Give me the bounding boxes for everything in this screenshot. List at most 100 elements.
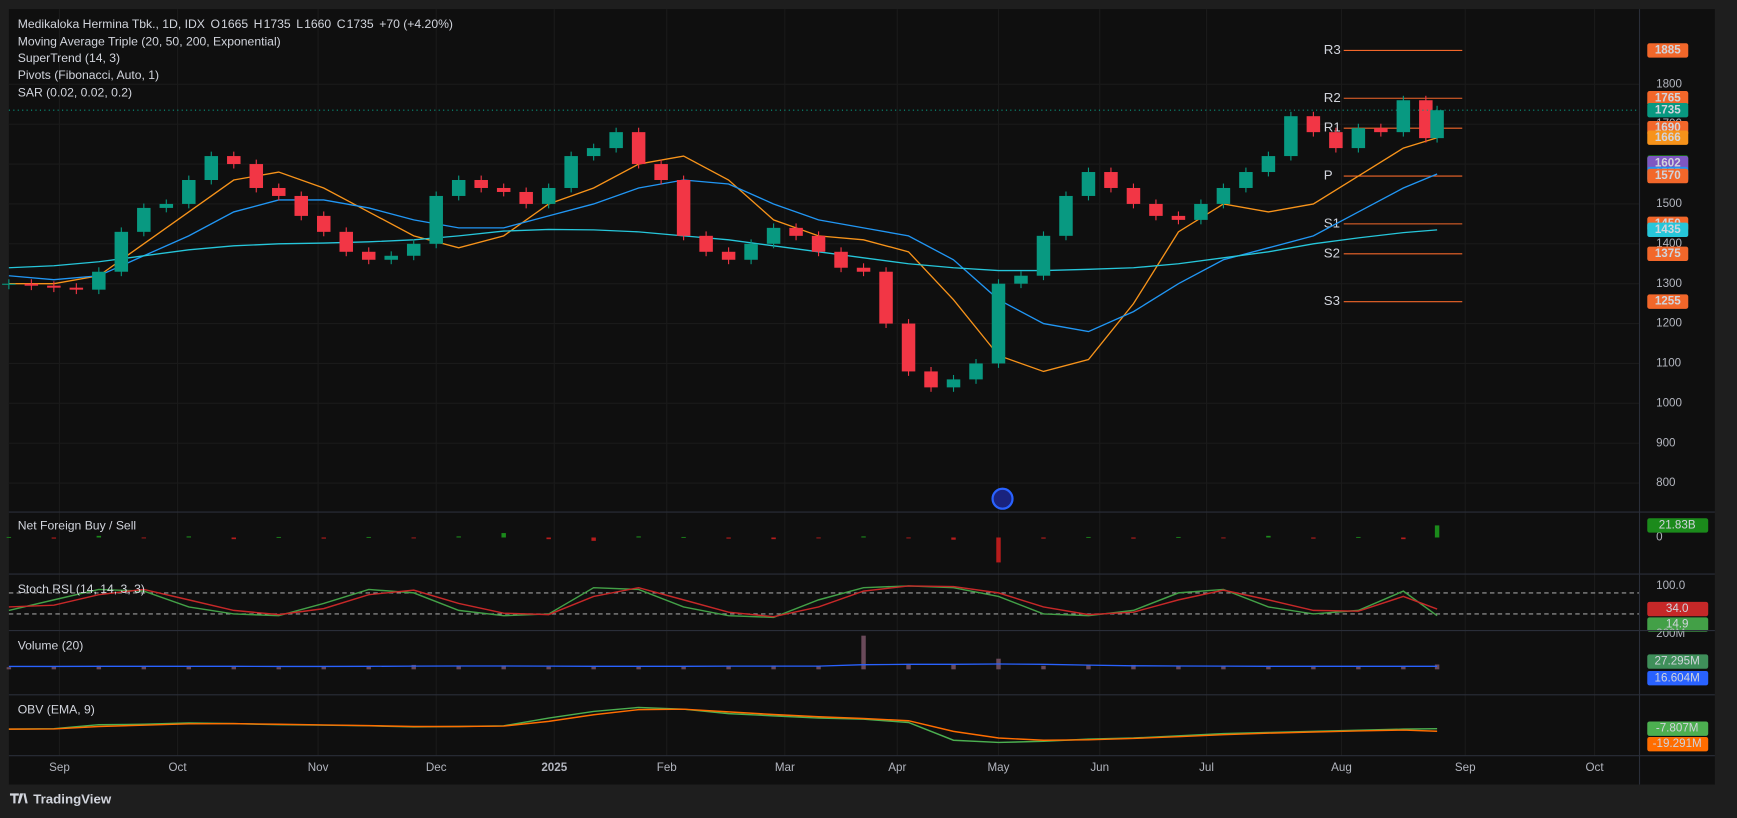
y-tick-label: 1200 xyxy=(1656,317,1682,330)
x-tick-label: May xyxy=(988,761,1010,774)
volume-bar xyxy=(6,667,12,670)
x-tick-label: Jul xyxy=(1199,761,1214,774)
indicator-legend: Pivots (Fibonacci, Auto, 1) xyxy=(18,68,159,82)
indicator-line xyxy=(8,708,1438,741)
value-label: 14.9 xyxy=(1666,618,1689,631)
value-label: -7.807M xyxy=(1656,722,1699,735)
price-label-box xyxy=(1647,168,1689,184)
candle-body xyxy=(249,164,264,188)
bar xyxy=(186,536,192,538)
volume-bar xyxy=(366,666,371,670)
candle-body xyxy=(316,215,331,232)
candle-body xyxy=(1239,172,1253,188)
volume-bar xyxy=(276,667,281,670)
pivot-label: S1 xyxy=(1324,215,1340,230)
x-tick-label: Mar xyxy=(775,761,795,774)
candle-body xyxy=(159,203,174,208)
price-label: 1375 xyxy=(1655,247,1681,260)
candle-body xyxy=(384,255,398,260)
candle-body xyxy=(496,187,511,192)
volume-bar xyxy=(1041,665,1046,670)
volume-bar xyxy=(321,666,326,670)
bar xyxy=(501,533,506,538)
candle-body xyxy=(654,164,668,180)
volume-bar xyxy=(1086,665,1091,670)
candle-body xyxy=(272,187,286,196)
volume-bar xyxy=(861,635,866,670)
bar xyxy=(1086,536,1091,538)
candle-body xyxy=(744,243,758,260)
ohlc-label: O xyxy=(210,17,219,31)
y-tick-label: 1100 xyxy=(1656,357,1682,370)
price-label: 1602 xyxy=(1655,156,1681,169)
bar xyxy=(141,537,147,539)
ohlc-legend: O 1665 H 1735 L 1660 C 1735 +70 (+4.20%) xyxy=(210,17,453,31)
bar xyxy=(1401,537,1406,540)
moving-average-line xyxy=(8,137,1438,373)
bar xyxy=(771,537,776,540)
x-tick-label: Dec xyxy=(426,761,447,774)
volume-bar xyxy=(591,666,596,670)
candle-body xyxy=(699,235,713,252)
candle-body xyxy=(1104,172,1118,188)
indicator-line xyxy=(8,585,1438,619)
candle-body xyxy=(946,379,961,388)
indicator-legend: SAR (0.02, 0.02, 0.2) xyxy=(18,86,132,100)
bar xyxy=(726,537,731,539)
value-label: 16.604M xyxy=(1655,671,1700,684)
candle-body xyxy=(811,235,826,252)
candle-body xyxy=(204,156,219,180)
volume-bar xyxy=(636,666,641,670)
x-tick-label: Jun xyxy=(1090,761,1109,774)
candle-body xyxy=(856,267,871,272)
indicator-line xyxy=(8,585,1438,618)
bar xyxy=(1266,535,1271,538)
brand[interactable]: TradingView xyxy=(9,792,112,807)
bar xyxy=(1434,525,1440,538)
candle-body xyxy=(1374,128,1388,133)
price-label: 1570 xyxy=(1655,169,1681,182)
candle-body xyxy=(1396,100,1411,133)
y-tick-label: 1800 xyxy=(1656,77,1682,90)
y-tick-label: 200M xyxy=(1656,627,1685,640)
bar xyxy=(906,537,911,539)
candle-body xyxy=(1036,235,1051,276)
candle-body xyxy=(676,179,691,236)
value-label: 27.295M xyxy=(1655,655,1700,668)
ohlc-value: 1735 xyxy=(347,17,374,31)
layers: Sep Oct Nov Dec 2025 Feb Mar Apr May Jun Jul Aug Sep… xyxy=(2,42,1709,774)
candle-body xyxy=(766,227,781,244)
x-tick-label: Apr xyxy=(888,761,906,774)
volume-bar xyxy=(1176,665,1181,670)
volume-bar xyxy=(1131,664,1136,670)
brand-logo xyxy=(9,793,28,804)
y-tick-label: 1000 xyxy=(1656,396,1682,409)
price-label-box xyxy=(1647,246,1689,261)
price-label: 1666 xyxy=(1655,131,1681,144)
symbol: Medikaloka Hermina Tbk., 1D, IDX xyxy=(18,17,205,31)
x-tick-label: Sep xyxy=(49,761,70,774)
candle-body xyxy=(1126,187,1141,204)
price-label-box xyxy=(1647,222,1689,238)
value-label-box xyxy=(1647,670,1709,686)
candle-body xyxy=(137,207,151,232)
volume-bar xyxy=(681,666,686,670)
candle-body xyxy=(1194,203,1208,220)
candle-body xyxy=(182,179,196,204)
volume-bar xyxy=(1356,666,1361,670)
event-marker[interactable] xyxy=(991,487,1014,510)
candle-body xyxy=(901,323,916,372)
ohlc-value: 1665 xyxy=(221,17,248,31)
candle-body xyxy=(1430,110,1444,139)
value-label: 21.83B xyxy=(1659,518,1696,531)
volume-ma-line xyxy=(8,663,1438,668)
x-tick-label: Feb xyxy=(657,761,677,774)
volume-bar xyxy=(231,666,236,670)
candle-body xyxy=(406,243,421,256)
candle-body xyxy=(991,283,1006,364)
ohlc-label: L xyxy=(296,17,303,31)
ohlc-value: 1660 xyxy=(304,17,331,31)
y-tick-label: 100.0 xyxy=(1656,579,1686,592)
bar xyxy=(411,537,416,539)
indicator-legend: Moving Average Triple (20, 50, 200, Expo… xyxy=(18,35,281,49)
